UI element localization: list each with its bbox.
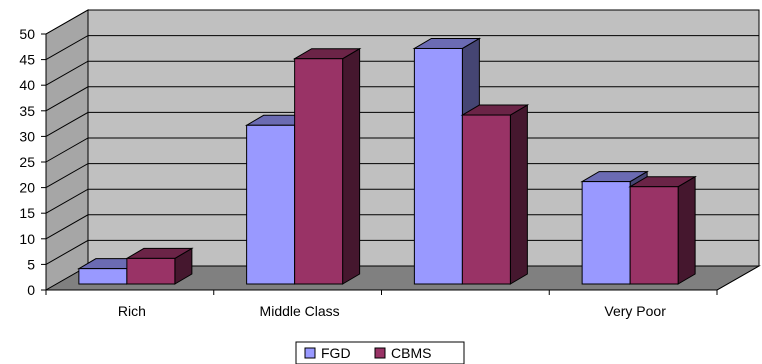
bar-front [246, 124, 296, 285]
y-tick-label: 15 [19, 205, 35, 221]
bar-front [461, 114, 511, 285]
x-tick-label: Middle Class [260, 303, 340, 319]
y-tick-label: 45 [19, 52, 35, 68]
gridline [45, 163, 759, 189]
legend-label-fgd: FGD [321, 345, 351, 361]
bar-side [342, 47, 361, 285]
y-tick-label: 20 [19, 180, 35, 196]
bar-front [126, 257, 176, 285]
bars [77, 37, 697, 285]
legend-swatch-cbms [374, 347, 386, 359]
gridline [45, 137, 759, 163]
x-tick-labels: Rich Middle Class Very Poor [118, 303, 666, 319]
legend: FGD CBMS [295, 341, 465, 364]
y-tick-label: 5 [27, 256, 35, 272]
floor-edge [716, 265, 760, 291]
axes [41, 33, 760, 295]
bar-cbms [460, 104, 530, 285]
y-tick-label: 25 [19, 154, 35, 170]
bar-cbms [292, 47, 362, 285]
legend-swatch-fgd [304, 347, 316, 359]
y-tick-label: 30 [19, 128, 35, 144]
y-tick-label: 35 [19, 103, 35, 119]
gridline [45, 9, 759, 35]
bar-front [294, 58, 344, 285]
legend-label-cbms: CBMS [391, 345, 431, 361]
bar-cbms [125, 247, 194, 285]
y-tick-label: 50 [19, 26, 35, 42]
bar-front [78, 268, 128, 285]
y-tick-label: 0 [27, 282, 35, 298]
y-tick-label: 10 [19, 231, 35, 247]
bar-cbms [628, 175, 697, 285]
gridline [45, 239, 759, 265]
x-tick-label: Rich [118, 303, 146, 319]
y-tick-labels: 0 5 10 15 20 25 30 35 40 45 50 [19, 26, 35, 298]
x-tick-label: Very Poor [604, 303, 666, 319]
gridline [45, 60, 759, 86]
gridline [45, 111, 759, 137]
gridline [45, 35, 759, 61]
bar-side [677, 175, 696, 285]
gridline [45, 214, 759, 240]
bar-front [413, 47, 463, 285]
bar-front [581, 181, 631, 285]
gridline [45, 86, 759, 112]
bar-side [509, 104, 528, 285]
bar-front [629, 186, 679, 285]
y-tick-label: 40 [19, 77, 35, 93]
gridline [45, 188, 759, 214]
gridlines [45, 9, 759, 265]
